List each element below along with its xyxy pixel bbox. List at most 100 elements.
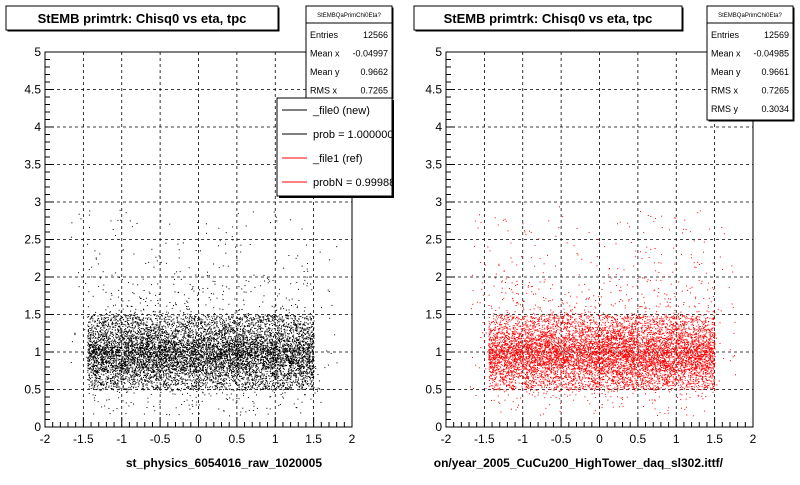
- data-point: [179, 257, 180, 258]
- data-point: [311, 382, 312, 383]
- data-point: [185, 344, 186, 345]
- data-point: [170, 338, 171, 339]
- data-point: [282, 358, 283, 359]
- data-point: [125, 377, 126, 378]
- data-point: [217, 371, 218, 372]
- data-point: [159, 380, 160, 381]
- data-point: [180, 343, 181, 344]
- data-point: [291, 376, 292, 377]
- data-point: [222, 326, 223, 327]
- data-point: [268, 335, 269, 336]
- data-point: [213, 294, 214, 295]
- data-point: [280, 339, 281, 340]
- data-point: [268, 346, 269, 347]
- data-point: [186, 333, 187, 334]
- data-point: [75, 333, 76, 334]
- data-point: [207, 315, 208, 316]
- data-point: [276, 389, 277, 390]
- data-point: [282, 385, 283, 386]
- data-point: [250, 364, 251, 365]
- data-point: [204, 331, 205, 332]
- data-point: [163, 325, 164, 326]
- data-point: [295, 376, 296, 377]
- data-point: [87, 345, 88, 346]
- data-point: [190, 343, 191, 344]
- data-point: [237, 339, 238, 340]
- data-point: [307, 331, 308, 332]
- data-point: [283, 360, 284, 361]
- data-point: [234, 365, 235, 366]
- data-point: [313, 406, 314, 407]
- data-point: [187, 349, 188, 350]
- data-point: [94, 340, 95, 341]
- data-point: [99, 326, 100, 327]
- data-point: [210, 386, 211, 387]
- data-point: [246, 371, 247, 372]
- data-point: [122, 324, 123, 325]
- data-point: [153, 363, 154, 364]
- data-point: [245, 349, 246, 350]
- data-point: [192, 406, 193, 407]
- data-point: [143, 309, 144, 310]
- data-point: [97, 377, 98, 378]
- data-point: [238, 367, 239, 368]
- data-point: [232, 322, 233, 323]
- data-point: [146, 376, 147, 377]
- data-point: [282, 355, 283, 356]
- data-point: [301, 345, 302, 346]
- data-point: [246, 343, 247, 344]
- data-point: [247, 326, 248, 327]
- data-point: [272, 316, 273, 317]
- data-point: [242, 318, 243, 319]
- data-point: [288, 318, 289, 319]
- data-point: [291, 356, 292, 357]
- data-point: [307, 323, 308, 324]
- data-point: [226, 232, 227, 233]
- data-point: [278, 378, 279, 379]
- data-point: [122, 322, 123, 323]
- data-point: [150, 335, 151, 336]
- data-point: [224, 333, 225, 334]
- data-point: [101, 390, 102, 391]
- data-point: [233, 329, 234, 330]
- data-point: [284, 360, 285, 361]
- data-point: [185, 353, 186, 354]
- data-point: [111, 374, 112, 375]
- data-point: [188, 298, 189, 299]
- data-point: [298, 352, 299, 353]
- data-point: [233, 359, 234, 360]
- data-point: [88, 306, 89, 307]
- data-point: [298, 326, 299, 327]
- data-point: [152, 344, 153, 345]
- data-point: [192, 288, 193, 289]
- data-point: [282, 306, 283, 307]
- data-point: [133, 254, 134, 255]
- data-point: [124, 371, 125, 372]
- data-point: [257, 336, 258, 337]
- data-point: [172, 332, 173, 333]
- data-point: [181, 279, 182, 280]
- data-point: [241, 357, 242, 358]
- data-point: [251, 358, 252, 359]
- data-point: [125, 324, 126, 325]
- data-point: [103, 366, 104, 367]
- data-point: [214, 313, 215, 314]
- data-point: [121, 348, 122, 349]
- data-point: [246, 368, 247, 369]
- data-point: [157, 283, 158, 284]
- data-point: [89, 368, 90, 369]
- data-point: [186, 370, 187, 371]
- data-point: [286, 322, 287, 323]
- data-point: [153, 362, 154, 363]
- data-point: [147, 380, 148, 381]
- data-point: [218, 409, 219, 410]
- data-point: [123, 344, 124, 345]
- data-point: [103, 347, 104, 348]
- data-point: [302, 314, 303, 315]
- data-point: [192, 348, 193, 349]
- data-point: [89, 357, 90, 358]
- data-point: [301, 383, 302, 384]
- data-point: [302, 382, 303, 383]
- data-point: [201, 372, 202, 373]
- data-point: [152, 338, 153, 339]
